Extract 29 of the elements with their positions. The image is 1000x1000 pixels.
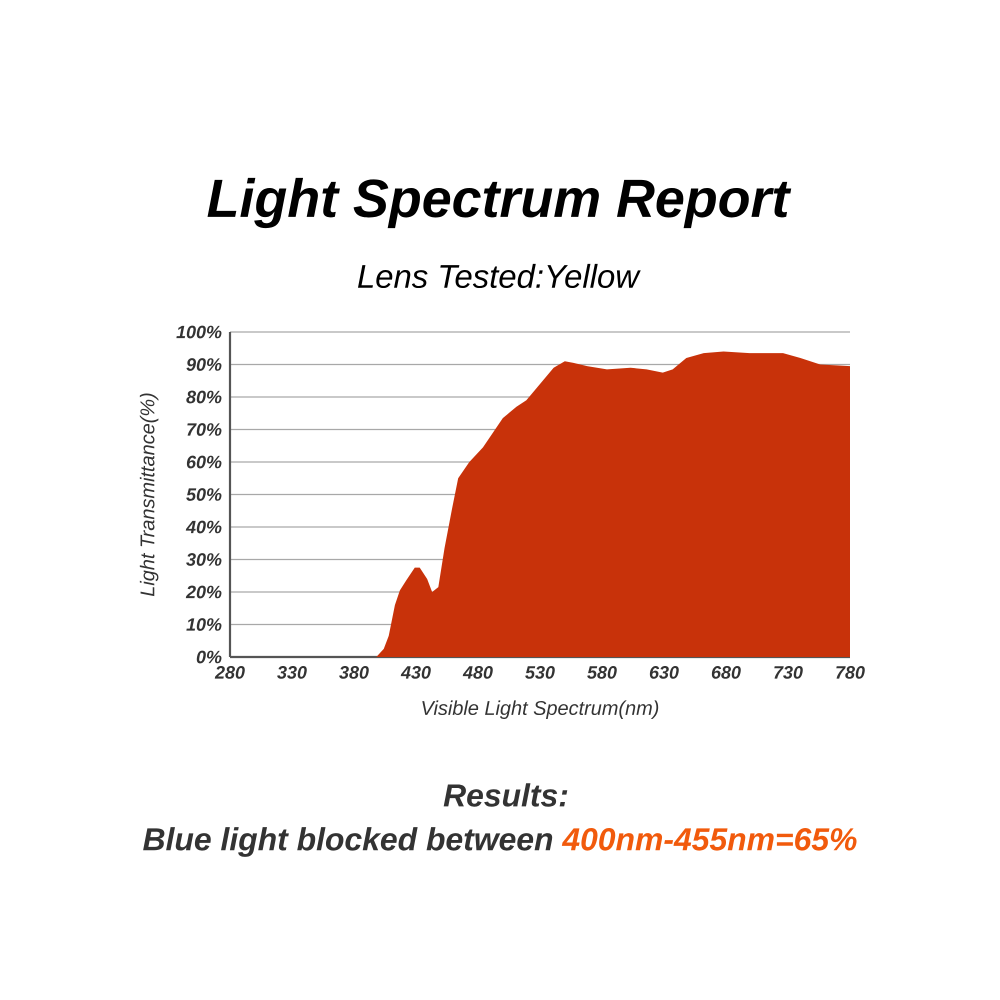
y-tick-label: 40% bbox=[186, 520, 222, 534]
x-tick-label: 630 bbox=[650, 666, 679, 679]
text: Results: bbox=[444, 783, 568, 807]
x-tick-label: 330 bbox=[277, 666, 307, 679]
chart-subtitle: Lens Tested:Yellow bbox=[358, 264, 641, 288]
x-tick-label: 430 bbox=[400, 666, 431, 679]
x-tick-label: 580 bbox=[587, 666, 617, 679]
x-tick-label: 730 bbox=[774, 666, 803, 679]
text: Blue light blocked between bbox=[143, 827, 552, 857]
x-tick-label: 480 bbox=[462, 666, 493, 679]
y-tick-label: 20% bbox=[186, 586, 222, 598]
y-tick-label: 90% bbox=[186, 358, 222, 371]
y-axis-title: Light Transmittance(%) bbox=[140, 393, 158, 596]
y-tick-label: 60% bbox=[186, 456, 222, 468]
y-tick-label: 10% bbox=[186, 618, 222, 631]
y-tick-label: 50% bbox=[186, 488, 222, 501]
y-tick-label: 80% bbox=[186, 390, 222, 404]
x-tick-label: 280 bbox=[214, 666, 245, 679]
x-tick-label: 380 bbox=[339, 666, 369, 679]
y-tick-label: 70% bbox=[187, 423, 222, 436]
chart-title: Light Spectrum Report bbox=[208, 178, 792, 228]
x-axis-title: Visible Light Spectrum(nm) bbox=[422, 700, 658, 719]
x-tick-label: 780 bbox=[836, 666, 865, 679]
y-tick-label: 0% bbox=[196, 650, 222, 664]
y-tick-label: 100% bbox=[176, 326, 222, 338]
x-tick-label: 680 bbox=[712, 666, 741, 679]
x-tick-label: 530 bbox=[525, 666, 555, 679]
y-tick-label: 30% bbox=[186, 553, 222, 566]
text: 400nm-455nm=65% bbox=[562, 828, 857, 851]
